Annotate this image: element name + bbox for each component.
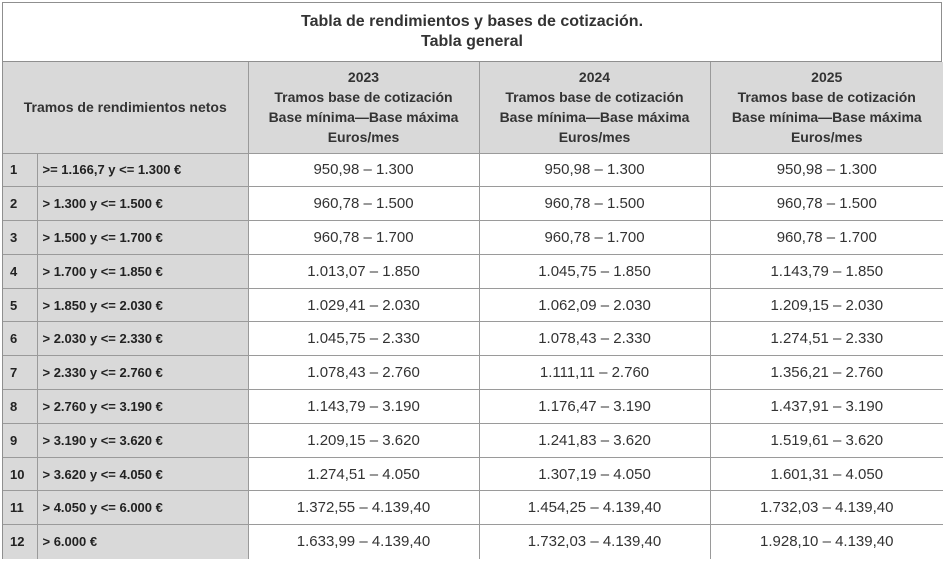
cell-2024: 1.111,11 – 2.760 (478, 355, 711, 391)
header-year: 2025 (811, 69, 843, 86)
row-range: > 1.300 y <= 1.500 € (36, 186, 249, 222)
row-number: 4 (3, 253, 38, 289)
row-range: > 2.760 y <= 3.190 € (36, 389, 249, 424)
row-range: > 1.850 y <= 2.030 € (36, 287, 249, 323)
cell-2024: 960,78 – 1.700 (478, 220, 711, 255)
header-line-3: Euros/mes (790, 129, 863, 146)
cell-2025: 960,78 – 1.700 (709, 220, 943, 255)
row-number: 10 (3, 456, 38, 492)
header-line-3: Euros/mes (327, 129, 400, 146)
table-title: Tabla de rendimientos y bases de cotizac… (3, 3, 941, 62)
cell-2023: 1.372,55 – 4.139,40 (247, 490, 480, 526)
cell-2025: 1.519,61 – 3.620 (709, 422, 943, 458)
table-title-line-1: Tabla de rendimientos y bases de cotizac… (300, 13, 644, 30)
cell-2024: 950,98 – 1.300 (478, 152, 711, 188)
cell-2024: 1.078,43 – 2.330 (478, 321, 711, 357)
table-row: 9 > 3.190 y <= 3.620 € 1.209,15 – 3.620 … (3, 422, 943, 458)
cell-2025: 1.143,79 – 1.850 (709, 253, 943, 289)
row-number: 7 (3, 355, 38, 391)
cell-2024: 1.045,75 – 1.850 (478, 253, 711, 289)
row-range: > 2.030 y <= 2.330 € (36, 321, 249, 357)
header-line-2: Base mínima—Base máxima (731, 109, 922, 126)
cell-2025: 950,98 – 1.300 (709, 152, 943, 188)
row-range: > 2.330 y <= 2.760 € (36, 355, 249, 391)
row-range: > 4.050 y <= 6.000 € (36, 490, 249, 526)
row-range: > 1.500 y <= 1.700 € (36, 220, 249, 255)
cell-2024: 960,78 – 1.500 (478, 186, 711, 222)
cell-2023: 1.274,51 – 4.050 (247, 456, 480, 492)
row-range: > 6.000 € (36, 524, 249, 559)
cell-2025: 1.274,51 – 2.330 (709, 321, 943, 357)
contribution-table: Tramos de rendimientos netos 2023 Tramos… (3, 62, 943, 559)
cell-2024: 1.062,09 – 2.030 (478, 287, 711, 323)
header-line-2: Base mínima—Base máxima (268, 109, 459, 126)
cell-2024: 1.241,83 – 3.620 (478, 422, 711, 458)
cell-2025: 1.437,91 – 3.190 (709, 389, 943, 424)
table-row: 2 > 1.300 y <= 1.500 € 960,78 – 1.500 96… (3, 186, 943, 222)
row-range: > 3.620 y <= 4.050 € (36, 456, 249, 492)
header-row: Tramos de rendimientos netos 2023 Tramos… (3, 62, 943, 154)
row-number: 2 (3, 186, 38, 222)
header-year-2023: 2023 Tramos base de cotización Base míni… (247, 62, 480, 154)
cell-2025: 1.928,10 – 4.139,40 (709, 524, 943, 559)
cell-2025: 1.356,21 – 2.760 (709, 355, 943, 391)
header-year-2025: 2025 Tramos base de cotización Base míni… (709, 62, 943, 154)
header-tramos: Tramos de rendimientos netos (3, 62, 249, 154)
cell-2025: 960,78 – 1.500 (709, 186, 943, 222)
header-line-1: Tramos base de cotización (274, 89, 453, 106)
cell-2024: 1.176,47 – 3.190 (478, 389, 711, 424)
header-line-3: Euros/mes (558, 129, 631, 146)
table-row: 1 >= 1.166,7 y <= 1.300 € 950,98 – 1.300… (3, 152, 943, 188)
table-row: 11 > 4.050 y <= 6.000 € 1.372,55 – 4.139… (3, 490, 943, 526)
header-line-1: Tramos base de cotización (505, 89, 684, 106)
row-number: 6 (3, 321, 38, 357)
cell-2023: 1.078,43 – 2.760 (247, 355, 480, 391)
row-number: 12 (3, 524, 38, 559)
row-number: 3 (3, 220, 38, 255)
table-row: 8 > 2.760 y <= 3.190 € 1.143,79 – 3.190 … (3, 389, 943, 424)
cell-2023: 1.209,15 – 3.620 (247, 422, 480, 458)
table-row: 3 > 1.500 y <= 1.700 € 960,78 – 1.700 96… (3, 220, 943, 255)
cell-2025: 1.209,15 – 2.030 (709, 287, 943, 323)
table-row: 6 > 2.030 y <= 2.330 € 1.045,75 – 2.330 … (3, 321, 943, 357)
cell-2023: 1.633,99 – 4.139,40 (247, 524, 480, 559)
cell-2025: 1.732,03 – 4.139,40 (709, 490, 943, 526)
header-year: 2024 (578, 69, 611, 86)
row-number: 5 (3, 287, 38, 323)
cell-2023: 1.143,79 – 3.190 (247, 389, 480, 424)
row-range: > 1.700 y <= 1.850 € (36, 253, 249, 289)
cell-2023: 960,78 – 1.500 (247, 186, 480, 222)
table-row: 10 > 3.620 y <= 4.050 € 1.274,51 – 4.050… (3, 456, 943, 492)
row-number: 8 (3, 389, 38, 424)
row-number: 9 (3, 422, 38, 458)
row-range: > 3.190 y <= 3.620 € (36, 422, 249, 458)
cell-2023: 1.013,07 – 1.850 (247, 253, 480, 289)
header-year-2024: 2024 Tramos base de cotización Base míni… (478, 62, 711, 154)
row-number: 11 (3, 490, 38, 526)
cell-2023: 950,98 – 1.300 (247, 152, 480, 188)
cell-2025: 1.601,31 – 4.050 (709, 456, 943, 492)
cell-2024: 1.454,25 – 4.139,40 (478, 490, 711, 526)
cell-2023: 1.045,75 – 2.330 (247, 321, 480, 357)
cell-2024: 1.307,19 – 4.050 (478, 456, 711, 492)
table-row: 12 > 6.000 € 1.633,99 – 4.139,40 1.732,0… (3, 524, 943, 559)
cell-2023: 1.029,41 – 2.030 (247, 287, 480, 323)
cell-2023: 960,78 – 1.700 (247, 220, 480, 255)
row-range: >= 1.166,7 y <= 1.300 € (36, 152, 249, 188)
header-year: 2023 (347, 69, 380, 86)
table-title-line-2: Tabla general (421, 33, 523, 50)
header-line-2: Base mínima—Base máxima (499, 109, 690, 126)
cell-2024: 1.732,03 – 4.139,40 (478, 524, 711, 559)
header-line-1: Tramos base de cotización (737, 89, 916, 106)
row-number: 1 (3, 152, 38, 188)
table-row: 7 > 2.330 y <= 2.760 € 1.078,43 – 2.760 … (3, 355, 943, 391)
table-row: 5 > 1.850 y <= 2.030 € 1.029,41 – 2.030 … (3, 287, 943, 323)
table-row: 4 > 1.700 y <= 1.850 € 1.013,07 – 1.850 … (3, 253, 943, 289)
